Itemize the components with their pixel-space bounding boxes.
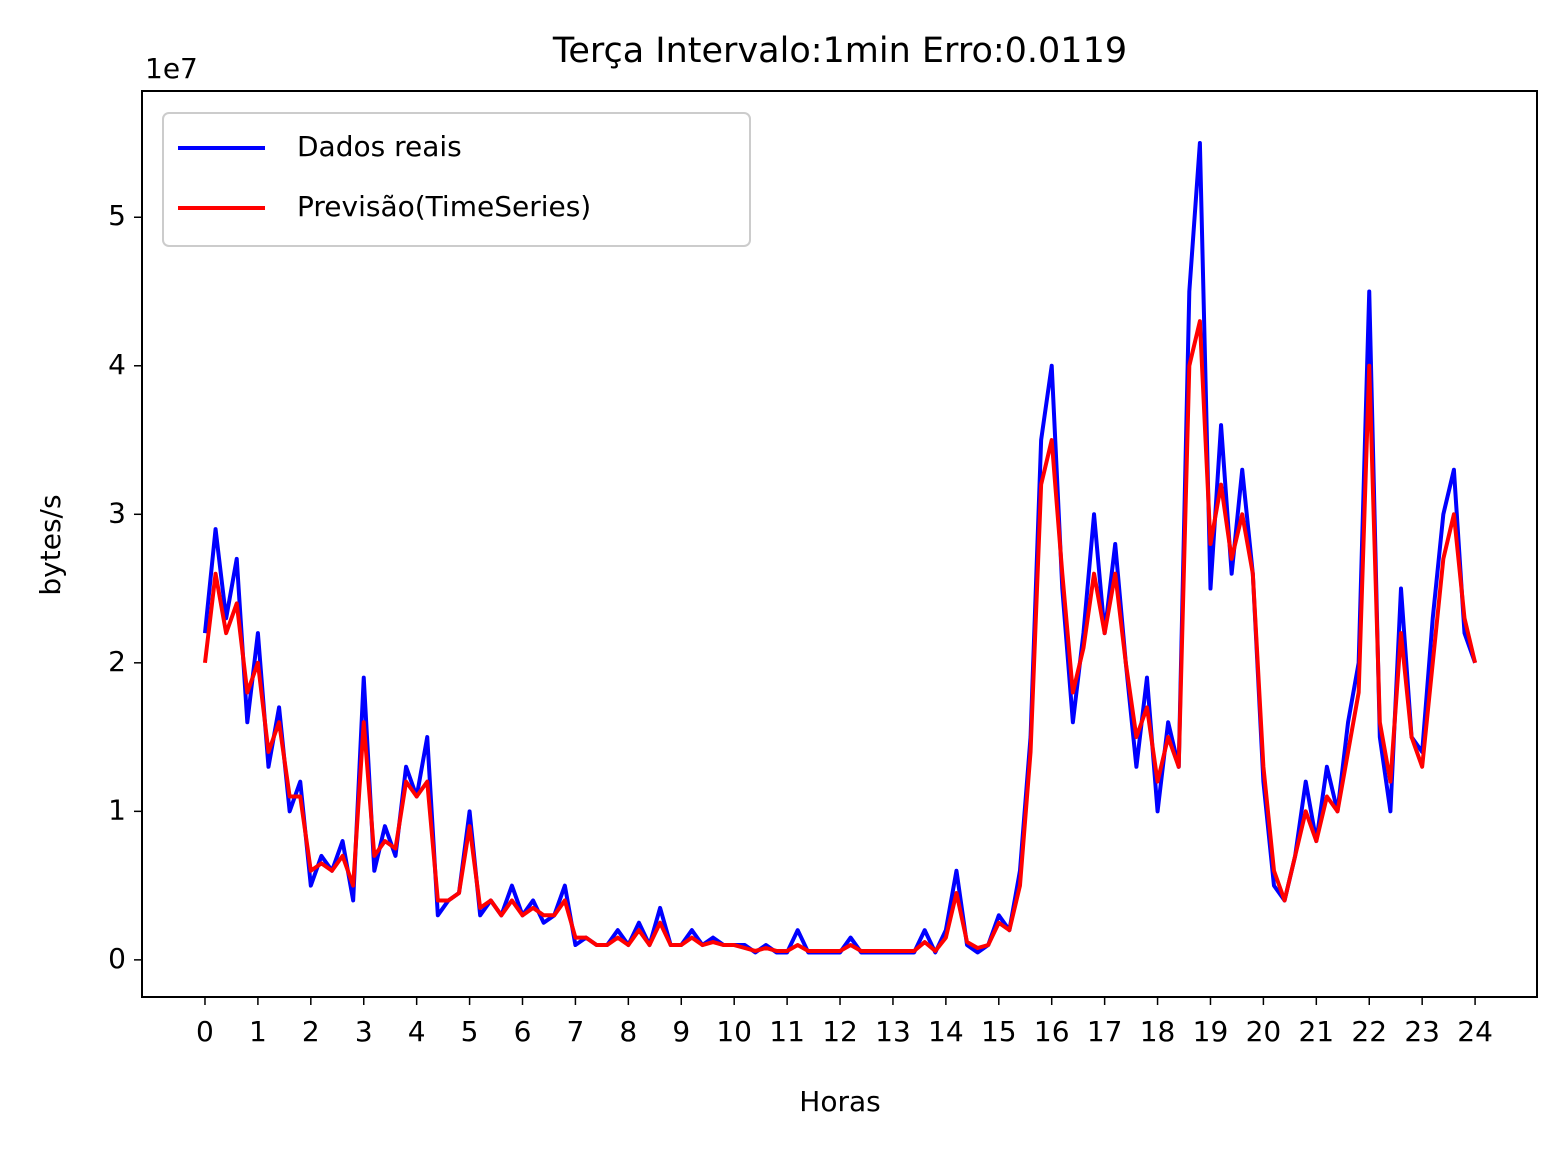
x-tick-label: 0 — [196, 1015, 214, 1048]
plot-area — [202, 140, 1478, 955]
chart-title: Terça Intervalo:1min Erro:0.0119 — [552, 31, 1127, 71]
x-tick-label: 13 — [875, 1015, 911, 1048]
y-tick-label: 1 — [108, 793, 126, 826]
x-tick-label: 4 — [408, 1015, 426, 1048]
y-axis-label: bytes/s — [34, 494, 67, 595]
x-tick-label: 21 — [1298, 1015, 1334, 1048]
x-tick-label: 10 — [716, 1015, 752, 1048]
y-tick-label: 0 — [108, 942, 126, 975]
x-tick-label: 20 — [1246, 1015, 1282, 1048]
x-tick-label: 17 — [1087, 1015, 1123, 1048]
x-tick-label: 18 — [1140, 1015, 1176, 1048]
legend-label: Previsão(TimeSeries) — [297, 190, 591, 223]
legend-label: Dados reais — [297, 130, 462, 163]
offset-text: 1e7 — [145, 52, 198, 85]
x-tick-label: 23 — [1404, 1015, 1440, 1048]
x-tick-label: 2 — [302, 1015, 320, 1048]
series-line — [202, 319, 1478, 953]
x-tick-label: 1 — [249, 1015, 267, 1048]
legend: Dados reais Previsão(TimeSeries) — [162, 112, 751, 247]
axes-frame — [141, 90, 1538, 998]
y-tick-label: 2 — [108, 645, 126, 678]
x-tick-label: 11 — [769, 1015, 805, 1048]
y-tick-label: 4 — [108, 348, 126, 381]
x-axis-label: Horas — [799, 1085, 880, 1118]
x-tick-label: 19 — [1193, 1015, 1229, 1048]
x-tick-label: 8 — [619, 1015, 637, 1048]
x-tick-label: 22 — [1351, 1015, 1387, 1048]
legend-box — [162, 112, 751, 247]
x-tick-label: 24 — [1457, 1015, 1493, 1048]
x-tick-label: 5 — [461, 1015, 479, 1048]
y-tick-label: 3 — [108, 496, 126, 529]
x-tick-label: 14 — [928, 1015, 964, 1048]
x-tick-label: 16 — [1034, 1015, 1070, 1048]
x-tick-label: 15 — [981, 1015, 1017, 1048]
x-tick-label: 12 — [822, 1015, 858, 1048]
x-tick-label: 3 — [355, 1015, 373, 1048]
y-tick-label: 5 — [108, 199, 126, 232]
x-tick-label: 6 — [514, 1015, 532, 1048]
x-tick-label: 7 — [567, 1015, 585, 1048]
x-tick-label: 9 — [672, 1015, 690, 1048]
